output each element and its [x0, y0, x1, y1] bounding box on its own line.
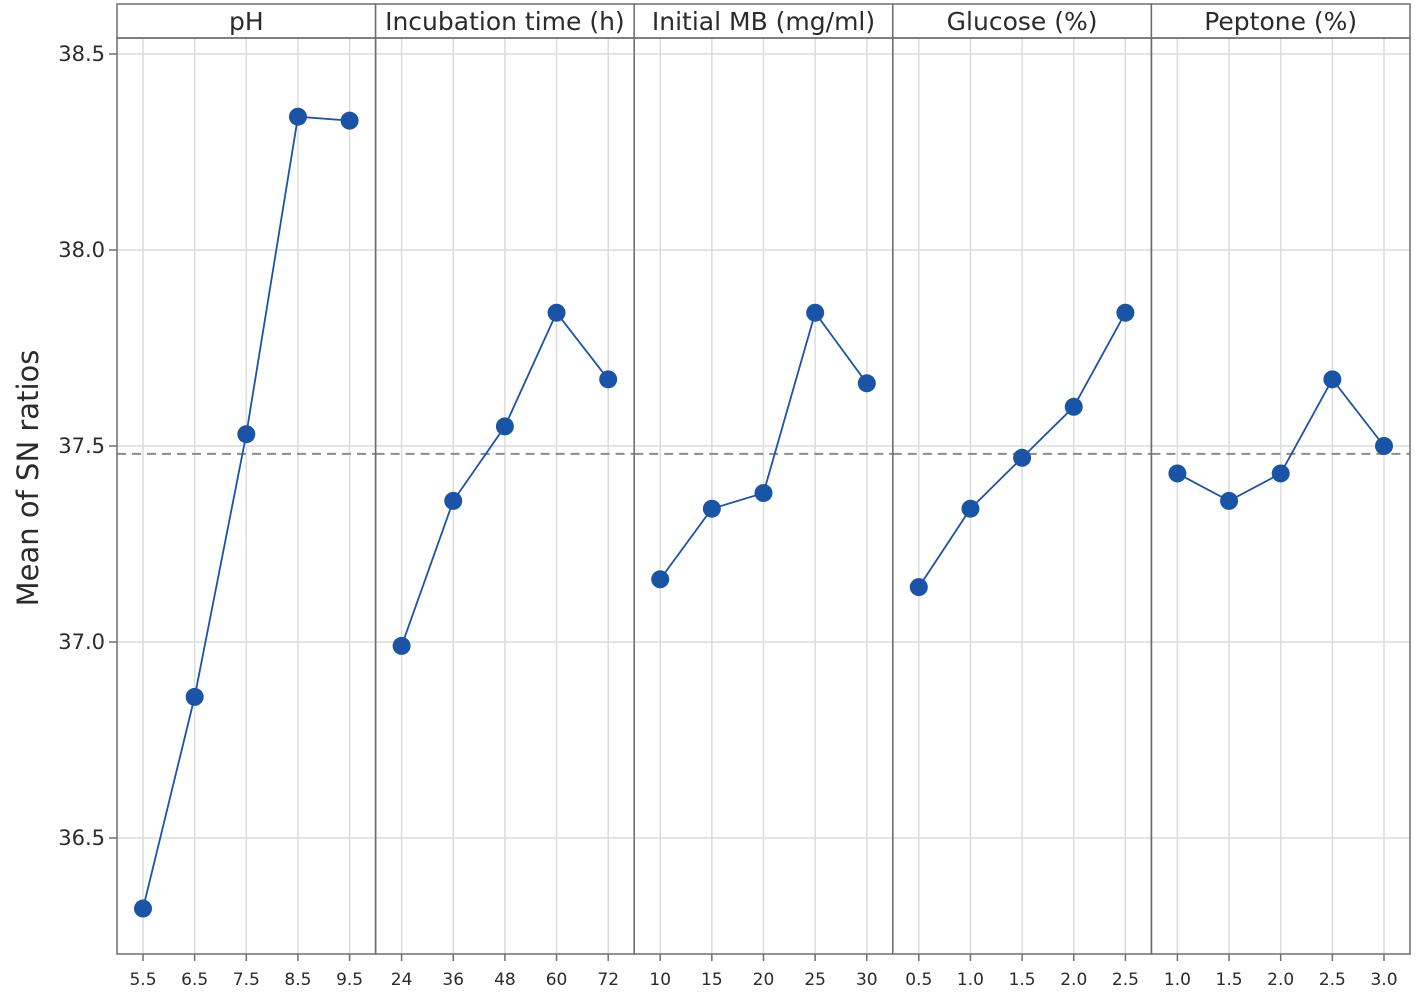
data-point	[961, 499, 980, 518]
data-point	[1116, 303, 1135, 322]
x-tick-label: 8.5	[284, 970, 311, 990]
data-point	[495, 417, 514, 436]
data-point	[185, 687, 204, 706]
y-tick-label: 38.0	[58, 238, 105, 262]
x-tick-label: 1.5	[1009, 970, 1036, 990]
data-point	[1168, 464, 1187, 483]
y-tick-label: 36.5	[58, 826, 105, 850]
y-axis-label: Mean of SN ratios	[11, 350, 45, 607]
x-tick-label: 48	[494, 970, 516, 990]
x-tick-label: 0.5	[905, 970, 932, 990]
x-tick-label: 6.5	[181, 970, 208, 990]
data-point	[806, 303, 825, 322]
x-tick-label: 20	[753, 970, 775, 990]
panel-title: pH	[229, 7, 264, 36]
data-point	[340, 111, 359, 130]
x-tick-label: 2.0	[1060, 970, 1087, 990]
plot-area: 36.5 37.0 37.5 38.0 38.5 pH 5.5 6.5 7.5 8.5 9.5 Inc…	[58, 3, 1411, 990]
x-tick-label: 9.5	[336, 970, 363, 990]
x-tick-label: 60	[546, 970, 568, 990]
panel-title: Initial MB (mg/ml)	[652, 7, 875, 36]
data-point	[651, 570, 670, 589]
data-point	[1323, 370, 1342, 389]
y-tick-label: 38.5	[58, 42, 105, 66]
x-tick-label: 10	[649, 970, 671, 990]
data-point	[1064, 397, 1083, 416]
data-point	[857, 374, 876, 393]
panel-3: Initial MB (mg/ml) 10 15 20 25 30	[633, 3, 894, 990]
data-point	[702, 499, 721, 518]
panel-1: pH 5.5 6.5 7.5 8.5 9.5	[116, 3, 377, 990]
x-tick-label: 2.5	[1112, 970, 1139, 990]
x-tick-label: 30	[856, 970, 878, 990]
data-point	[599, 370, 618, 389]
data-point	[1271, 464, 1290, 483]
x-tick-label: 1.0	[1164, 970, 1191, 990]
data-point	[237, 425, 256, 444]
x-tick-label: 5.5	[129, 970, 156, 990]
panel-title: Glucose (%)	[947, 7, 1098, 36]
x-tick-label: 24	[391, 970, 413, 990]
data-point	[754, 484, 773, 503]
x-tick-label: 15	[701, 970, 723, 990]
data-point	[444, 491, 463, 510]
x-tick-label: 36	[442, 970, 464, 990]
x-tick-label: 1.0	[957, 970, 984, 990]
panel-5: Peptone (%) 1.0 1.5 2.0 2.5 3.0	[1150, 3, 1411, 990]
x-tick-label: 1.5	[1216, 970, 1243, 990]
x-tick-label: 2.5	[1319, 970, 1346, 990]
panel-2: Incubation time (h) 24 36 48 60 72	[374, 3, 635, 990]
x-tick-label: 3.0	[1370, 970, 1397, 990]
panel-header	[1150, 3, 1411, 39]
x-tick-label: 2.0	[1267, 970, 1294, 990]
x-tick-label: 25	[804, 970, 826, 990]
data-point	[1375, 437, 1393, 455]
panel-title: Peptone (%)	[1204, 7, 1357, 36]
x-tick-label: 7.5	[233, 970, 260, 990]
data-point	[134, 899, 152, 918]
panel-header	[633, 3, 894, 39]
y-tick-label: 37.5	[58, 434, 105, 458]
data-point	[909, 578, 928, 597]
data-point	[547, 303, 566, 322]
data-point	[392, 636, 411, 655]
data-point	[288, 107, 307, 126]
data-point	[1220, 491, 1239, 510]
y-tick-label: 37.0	[58, 630, 105, 654]
panel-title: Incubation time (h)	[385, 7, 625, 36]
panel-frame	[1150, 37, 1411, 955]
x-tick-label: 72	[597, 970, 619, 990]
data-point	[1013, 448, 1032, 467]
